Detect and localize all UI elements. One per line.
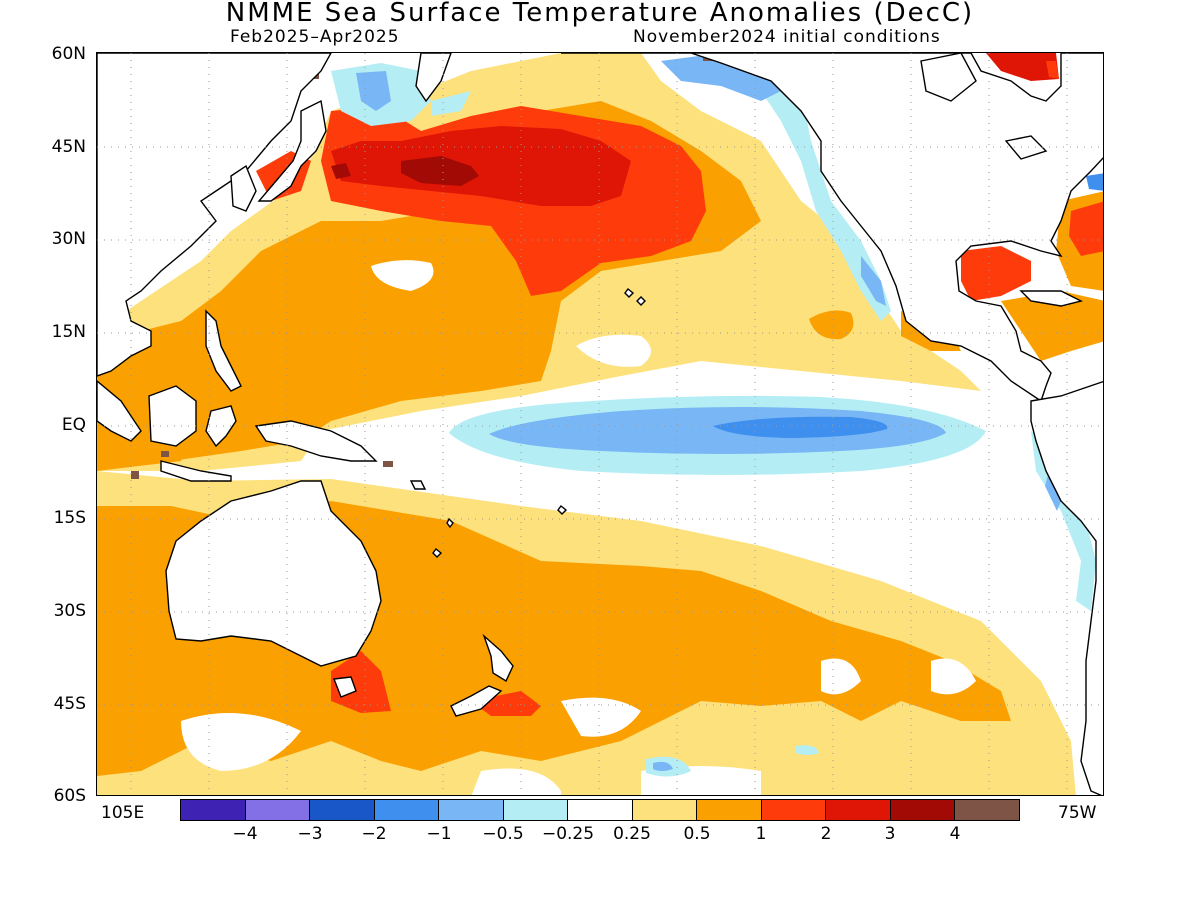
lat-label: 15S bbox=[53, 508, 86, 528]
asia-landmass bbox=[97, 53, 332, 377]
tasmania bbox=[333, 676, 357, 698]
legend-tick: −1 bbox=[426, 824, 452, 844]
japan-islands bbox=[257, 99, 327, 202]
warm-anomaly-north-pacific-peak bbox=[401, 156, 479, 186]
cool-anomaly-equatorial-strong bbox=[713, 416, 888, 438]
south-america-landmass bbox=[1030, 380, 1103, 795]
legend-tick: −2 bbox=[361, 824, 387, 844]
warm-anomaly-north-pacific-core bbox=[331, 126, 631, 206]
sumatra-java bbox=[97, 380, 142, 442]
legend-swatch bbox=[374, 800, 440, 820]
color-legend bbox=[180, 799, 1020, 821]
neutral-patch bbox=[821, 658, 861, 695]
legend-swatch bbox=[503, 800, 569, 820]
new-zealand-south bbox=[450, 685, 503, 717]
great-lakes bbox=[1004, 135, 1048, 160]
warm-anomaly-labrador bbox=[986, 53, 1059, 81]
lat-label: EQ bbox=[61, 415, 86, 435]
legend-tick: 0.25 bbox=[613, 824, 651, 844]
lesser-sunda bbox=[160, 460, 232, 482]
borneo bbox=[148, 385, 197, 447]
extreme-cell bbox=[383, 461, 393, 467]
legend-tick: 2 bbox=[820, 824, 832, 844]
legend-swatch bbox=[632, 800, 698, 820]
legend-swatch bbox=[568, 800, 633, 820]
cool-anomaly-atlantic bbox=[1086, 173, 1103, 191]
warm-anomaly-atlantic-core bbox=[1069, 201, 1103, 256]
lat-label: 60S bbox=[53, 786, 86, 806]
legend-swatch bbox=[890, 800, 956, 820]
warm-anomaly-gulf-of-mexico bbox=[961, 246, 1031, 301]
neutral-patch bbox=[371, 260, 434, 291]
legend-swatch bbox=[761, 800, 827, 820]
extreme-cell bbox=[131, 471, 139, 479]
north-america-landmass bbox=[561, 53, 1103, 403]
legend-swatch bbox=[955, 800, 1019, 820]
lat-label: 45S bbox=[53, 694, 86, 714]
pacific-island bbox=[432, 548, 443, 558]
warm-anomaly-north-pacific-peak bbox=[331, 163, 351, 179]
legend-swatch bbox=[310, 800, 375, 820]
legend-swatch bbox=[245, 800, 311, 820]
map-svg bbox=[97, 53, 1103, 795]
land-outlines bbox=[97, 53, 1103, 795]
forecast-period: Feb2025–Apr2025 bbox=[230, 27, 400, 47]
australia bbox=[165, 480, 382, 667]
legend-tick: −0.5 bbox=[482, 824, 524, 844]
legend-tick: 0.5 bbox=[683, 824, 711, 844]
hudson-bay-outline bbox=[920, 53, 977, 102]
legend-tick: −3 bbox=[297, 824, 323, 844]
new-zealand-north bbox=[482, 633, 514, 683]
map-title: NMME Sea Surface Temperature Anomalies (… bbox=[225, 0, 975, 28]
extreme-cell bbox=[161, 451, 169, 457]
cuba bbox=[1019, 290, 1084, 307]
lat-label: 30S bbox=[53, 601, 86, 621]
lon-label-east: 75W bbox=[1058, 803, 1097, 823]
legend-swatch bbox=[181, 800, 246, 820]
lat-label: 30N bbox=[51, 229, 86, 249]
neutral-patch bbox=[471, 768, 561, 795]
warm-anomaly-labrador-edge bbox=[1046, 61, 1059, 79]
legend-tick: 4 bbox=[949, 824, 961, 844]
legend-tick: −0.25 bbox=[541, 824, 595, 844]
neutral-patch bbox=[181, 713, 301, 771]
graticule bbox=[97, 53, 1103, 795]
new-guinea bbox=[254, 420, 378, 462]
pacific-island bbox=[636, 296, 646, 306]
cool-anomaly-gulf-of-alaska bbox=[431, 91, 471, 116]
cool-anomaly-south-american-coast bbox=[1045, 471, 1061, 511]
legend-tick: −4 bbox=[232, 824, 258, 844]
lat-label: 15N bbox=[51, 322, 86, 342]
warm-anomaly-tasmania bbox=[331, 651, 391, 713]
warm-patch bbox=[809, 310, 854, 340]
cool-patch bbox=[796, 745, 819, 755]
neutral-patch bbox=[561, 697, 641, 737]
pacific-island bbox=[446, 517, 454, 529]
neutral-patch bbox=[576, 334, 651, 367]
pacific-island bbox=[409, 480, 427, 490]
legend-tick: 3 bbox=[884, 824, 896, 844]
cool-patch bbox=[653, 761, 673, 771]
warm-anomaly-caribbean bbox=[1001, 291, 1103, 361]
cool-anomaly-south-american-coast bbox=[1031, 431, 1096, 611]
cool-anomaly-north-american-coast-core bbox=[861, 256, 886, 306]
lat-label: 45N bbox=[51, 137, 86, 157]
sst-anomaly-map bbox=[96, 52, 1104, 796]
pacific-island bbox=[624, 288, 635, 298]
kamchatka bbox=[415, 53, 452, 103]
korea-peninsula bbox=[230, 164, 257, 212]
sulawesi bbox=[205, 405, 237, 448]
lon-label-west: 105E bbox=[101, 803, 145, 823]
cool-anomaly-north-american-coast bbox=[761, 61, 891, 321]
initial-conditions: November2024 initial conditions bbox=[633, 27, 941, 47]
legend-tick: 1 bbox=[755, 824, 767, 844]
neutral-patch bbox=[931, 658, 976, 695]
pacific-island bbox=[557, 505, 568, 515]
warm-anomaly-new-zealand bbox=[471, 691, 541, 716]
legend-swatch bbox=[826, 800, 891, 820]
lat-label: 60N bbox=[51, 44, 86, 64]
legend-swatch bbox=[697, 800, 762, 820]
legend-swatch bbox=[439, 800, 504, 820]
